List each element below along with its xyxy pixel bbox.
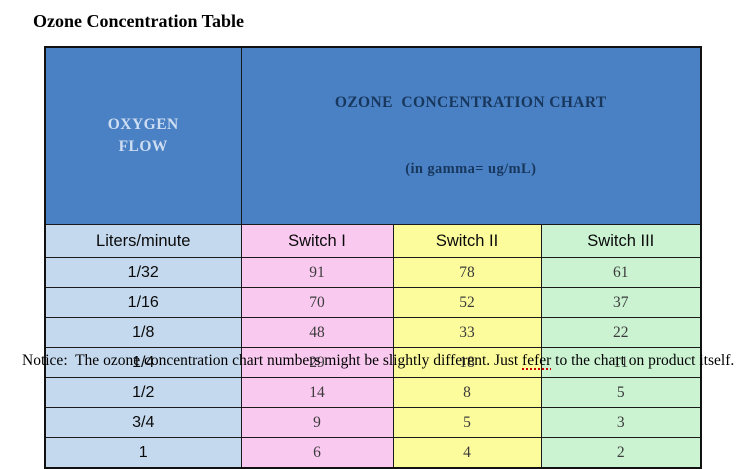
cell-switch2-value: 4 (392, 437, 542, 469)
header-oxygen-line1: OXYGEN (107, 116, 179, 133)
cell-switch2-value: 33 (392, 317, 542, 348)
cell-switch1-value: 48 (240, 317, 394, 348)
cell-switch3-value: 5 (540, 377, 702, 408)
cell-switch1-value: 9 (240, 407, 394, 438)
cell-switch3-value: 37 (540, 287, 702, 318)
header-cell-oxygen-flow: OXYGEN FLOW (44, 46, 242, 225)
header-cell-ozone-chart: OZONE CONCENTRATION CHART (in gamma= ug/… (240, 46, 702, 225)
table-row: 1 6 4 2 (44, 437, 702, 469)
cell-flow: 1/4 (44, 347, 242, 378)
page-title: Ozone Concentration Table (33, 11, 245, 31)
cell-flow: 1 (44, 437, 242, 469)
notice-text: Notice: The ozone concentration chart nu… (22, 351, 738, 371)
table-row: 1/8 48 33 22 (44, 317, 702, 348)
cell-switch3-value: 22 (540, 317, 702, 348)
cell-switch1-value: 70 (240, 287, 394, 318)
header-chart-line1: OZONE CONCENTRATION CHART (334, 94, 607, 111)
table-row: 1/32 91 78 61 (44, 257, 702, 288)
subheader-cell-switch1: Switch I (240, 224, 394, 258)
cell-switch2-value: 5 (392, 407, 542, 438)
table-subheader-row: Liters/minute Switch I Switch II Switch … (44, 224, 702, 258)
table-row: 1/16 70 52 37 (44, 287, 702, 318)
cell-switch3-value: 11 (540, 347, 702, 378)
cell-switch2-value: 78 (392, 257, 542, 288)
subheader-cell-switch3: Switch III (540, 224, 702, 258)
subheader-cell-switch2: Switch II (392, 224, 542, 258)
cell-switch1-value: 91 (240, 257, 394, 288)
cell-switch2-value: 52 (392, 287, 542, 318)
table-row: 1/4 29 18 11 (44, 347, 702, 378)
cell-switch3-value: 3 (540, 407, 702, 438)
table-row: 3/4 9 5 3 (44, 407, 702, 438)
cell-flow: 3/4 (44, 407, 242, 438)
cell-flow: 1/16 (44, 287, 242, 318)
table-header-row: OXYGEN FLOW OZONE CONCENTRATION CHART (i… (44, 46, 702, 225)
subheader-cell-unit: Liters/minute (44, 224, 242, 258)
cell-switch1-value: 6 (240, 437, 394, 469)
cell-switch2-value: 8 (392, 377, 542, 408)
notice-suffix: to the chart on product itself. (551, 352, 735, 369)
cell-switch1-value: 14 (240, 377, 394, 408)
cell-flow: 1/8 (44, 317, 242, 348)
cell-flow: 1/32 (44, 257, 242, 288)
notice-misspelled-word: fefer (522, 352, 552, 369)
cell-switch3-value: 2 (540, 437, 702, 469)
notice-prefix: Notice: The ozone concentration chart nu… (22, 352, 523, 369)
header-oxygen-line2: FLOW (118, 138, 168, 155)
header-chart-line2: (in gamma= ug/mL) (405, 161, 537, 177)
table-row: 1/2 14 8 5 (44, 377, 702, 408)
cell-switch3-value: 61 (540, 257, 702, 288)
cell-flow: 1/2 (44, 377, 242, 408)
ozone-concentration-table: OXYGEN FLOW OZONE CONCENTRATION CHART (i… (44, 46, 703, 469)
